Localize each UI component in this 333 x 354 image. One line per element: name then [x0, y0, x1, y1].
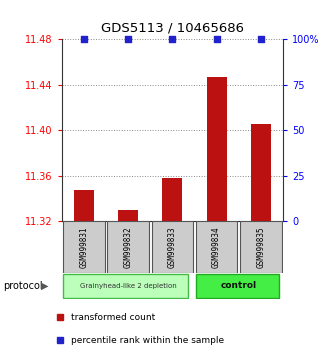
Bar	[63, 221, 105, 273]
Text: protocol: protocol	[3, 281, 43, 291]
Bar	[107, 221, 149, 273]
Bar	[163, 178, 182, 221]
Text: Grainyhead-like 2 depletion: Grainyhead-like 2 depletion	[80, 283, 176, 289]
Text: GSM999835: GSM999835	[256, 226, 265, 268]
Bar	[152, 221, 193, 273]
Point	[169, 36, 175, 42]
Point	[214, 36, 219, 42]
Point	[258, 36, 263, 42]
Text: percentile rank within the sample: percentile rank within the sample	[71, 336, 224, 345]
Text: GSM999831: GSM999831	[79, 226, 88, 268]
Text: GSM999832: GSM999832	[124, 226, 133, 268]
Text: control: control	[221, 281, 257, 290]
Point	[81, 36, 87, 42]
Bar	[63, 274, 188, 298]
Text: ▶: ▶	[41, 281, 49, 291]
Text: GSM999834: GSM999834	[212, 226, 221, 268]
Bar	[207, 76, 226, 221]
Bar	[196, 221, 237, 273]
Bar	[74, 190, 94, 221]
Title: GDS5113 / 10465686: GDS5113 / 10465686	[101, 22, 244, 35]
Bar	[251, 124, 271, 221]
Point	[125, 36, 131, 42]
Bar	[196, 274, 279, 298]
Bar	[118, 210, 138, 221]
Text: transformed count: transformed count	[71, 313, 156, 322]
Bar	[240, 221, 282, 273]
Text: GSM999833: GSM999833	[168, 226, 177, 268]
